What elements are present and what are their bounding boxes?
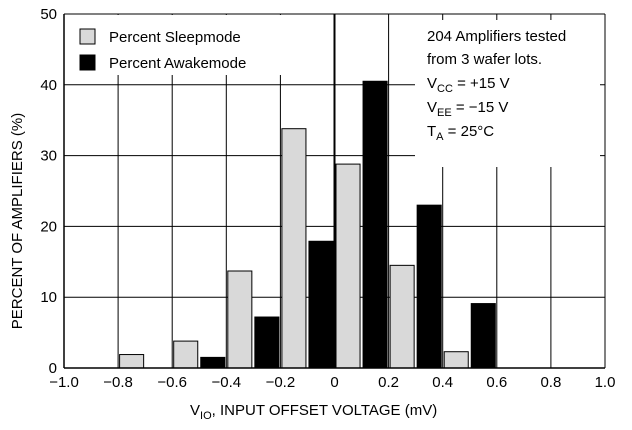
- y-axis-title: PERCENT OF AMPLIFIERS (%): [9, 113, 26, 329]
- bar-awakemode: [308, 240, 334, 369]
- y-tick-label: 40: [40, 77, 57, 94]
- bar-sleepmode: [443, 351, 469, 369]
- legend-swatch-awakemode: [79, 54, 96, 71]
- bar-awakemode: [362, 80, 388, 369]
- annotation-block: 204 Amplifiers tested from 3 wafer lots.…: [415, 20, 600, 167]
- legend-label-awakemode: Percent Awakemode: [109, 55, 246, 72]
- x-tick-label: 0: [330, 374, 338, 391]
- x-tick-labels: −1.0 −0.8 −0.6 −0.4 −0.2 0 0.2 0.4 0.6 0.8 1.0: [49, 374, 615, 391]
- annotation-amplifiers-tested: 204 Amplifiers tested: [427, 28, 566, 45]
- bar-sleepmode: [119, 354, 145, 369]
- x-tick-label: 1.0: [595, 374, 616, 391]
- annotation-background: [415, 20, 600, 167]
- x-tick-label: 0.8: [540, 374, 561, 391]
- bar-awakemode: [200, 356, 226, 369]
- y-tick-label: 0: [49, 360, 57, 377]
- x-tick-label: 0.4: [432, 374, 453, 391]
- x-tick-label: −0.6: [157, 374, 187, 391]
- x-tick-label: 0.6: [486, 374, 507, 391]
- annotation-vcc: VCC = +15 V: [427, 75, 510, 95]
- x-tick-label: −0.2: [266, 374, 296, 391]
- annotation-wafer-lots: from 3 wafer lots.: [427, 51, 542, 68]
- x-tick-label: 0.2: [378, 374, 399, 391]
- x-tick-label: −1.0: [49, 374, 79, 391]
- x-axis-title: VIO, INPUT OFFSET VOLTAGE (mV): [190, 402, 437, 422]
- x-tick-label: −0.8: [103, 374, 133, 391]
- x-tick-label: −0.4: [211, 374, 241, 391]
- bar-sleepmode: [173, 340, 199, 369]
- legend-swatch-sleepmode: [79, 28, 96, 45]
- bar-sleepmode: [227, 270, 253, 369]
- bar-sleepmode: [335, 163, 361, 369]
- legend-background: [70, 15, 284, 75]
- bar-sleepmode: [389, 264, 415, 369]
- legend-label-sleepmode: Percent Sleepmode: [109, 29, 241, 46]
- bar-awakemode: [470, 303, 496, 369]
- bar-awakemode: [254, 316, 280, 369]
- bar-sleepmode: [281, 128, 307, 369]
- bar-awakemode: [416, 204, 442, 369]
- y-tick-label: 20: [40, 218, 57, 235]
- annotation-vee: VEE = −15 V: [427, 99, 508, 119]
- y-tick-labels: 0 10 20 30 40 50: [40, 6, 57, 377]
- y-tick-label: 50: [40, 6, 57, 23]
- legend: Percent Sleepmode Percent Awakemode: [70, 15, 284, 75]
- y-tick-label: 30: [40, 148, 57, 165]
- y-tick-label: 10: [40, 289, 57, 306]
- annotation-ta: TA = 25°C: [427, 123, 494, 143]
